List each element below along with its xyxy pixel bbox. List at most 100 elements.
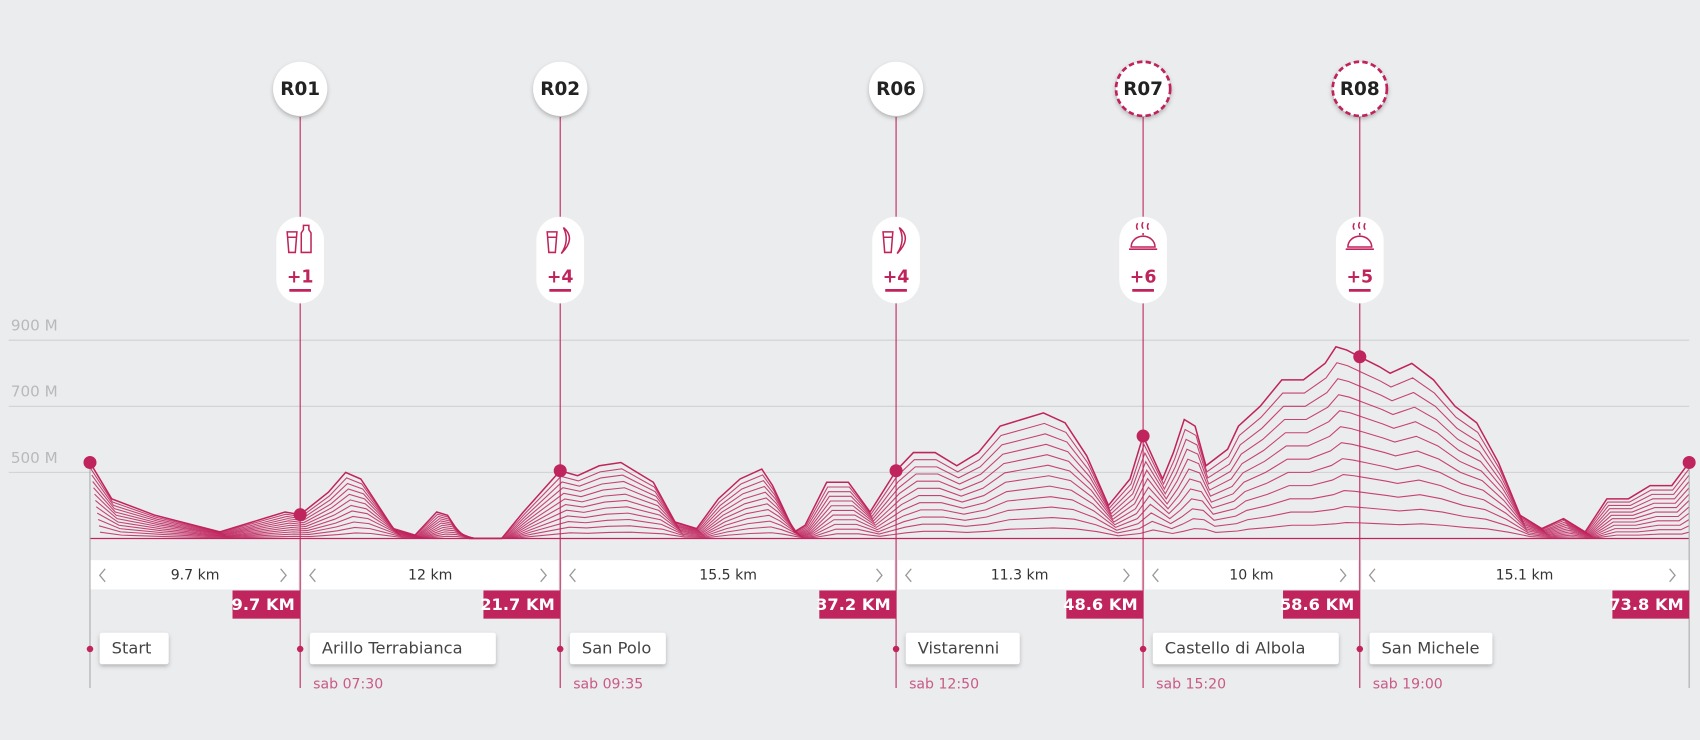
- y-tick-label: 500 M: [11, 449, 58, 467]
- icon-cup: [882, 231, 894, 254]
- station-time: sab 12:50: [909, 677, 979, 693]
- station-box: [569, 632, 666, 665]
- ridge-line: [92, 394, 1690, 540]
- chevron: [904, 568, 1130, 583]
- station-name: Castello di Albola: [1165, 638, 1306, 657]
- station-dot: [553, 464, 567, 478]
- ridge-line: [93, 410, 1690, 540]
- y-tick-label: 700 M: [11, 383, 58, 401]
- km-box: [1283, 590, 1360, 619]
- segment-distance: 12 km: [408, 567, 452, 583]
- refresh-code: R08: [1340, 79, 1380, 100]
- station-pin: [892, 645, 900, 653]
- ridge-line: [99, 522, 1690, 540]
- station-name: San Michele: [1381, 638, 1479, 657]
- station-pin: [86, 645, 94, 653]
- station-time: sab 19:00: [1373, 677, 1443, 693]
- refresh-badge: [1114, 60, 1172, 118]
- ridge-line: [95, 442, 1690, 540]
- ridge-line: [90, 362, 1690, 540]
- refresh-bonus: +5: [1346, 267, 1373, 287]
- station-pin: [296, 645, 304, 653]
- refresh-bonus: +6: [1130, 267, 1157, 287]
- station-box: [1369, 632, 1493, 665]
- segment-distance: 10 km: [1229, 567, 1273, 583]
- station-dot: [83, 455, 97, 469]
- station-dot: [1682, 455, 1696, 469]
- station-time: sab 09:35: [573, 677, 643, 693]
- km-label: 58.6 KM: [1280, 595, 1355, 614]
- station-time: sab 15:20: [1156, 677, 1226, 693]
- segment-distance: 15.5 km: [699, 567, 757, 583]
- ridge-line: [97, 490, 1690, 540]
- station-box: [905, 632, 1020, 665]
- refresh-code: R06: [876, 79, 916, 100]
- km-label: 9.7 KM: [232, 595, 295, 614]
- km-label: 73.8 KM: [1609, 595, 1684, 614]
- icon-cup: [546, 231, 558, 254]
- km-label: 21.7 KM: [480, 595, 555, 614]
- icon-bottle: [300, 224, 312, 254]
- segment-bar: [89, 560, 1690, 590]
- km-label: 37.2 KM: [816, 595, 891, 614]
- station-name: Arillo Terrabianca: [322, 638, 463, 657]
- segment-distance: 15.1 km: [1496, 567, 1554, 583]
- station-dot: [1353, 350, 1367, 364]
- refresh-code: R01: [280, 79, 320, 100]
- refresh-icon: [286, 224, 312, 254]
- refresh-badge: [1331, 60, 1389, 118]
- ridge-line: [89, 345, 1690, 540]
- km-box: [1612, 590, 1690, 619]
- segment-distance: 11.3 km: [991, 567, 1049, 583]
- station-name: Start: [112, 638, 152, 657]
- station-dot: [1136, 429, 1150, 443]
- station-box: [1152, 632, 1339, 665]
- refresh-icon: [546, 226, 571, 255]
- station-box: [309, 632, 496, 665]
- chevron: [569, 568, 883, 583]
- refresh-pill: [1335, 216, 1384, 304]
- station-dot: [889, 464, 903, 478]
- chevron: [98, 568, 287, 583]
- icon-cup: [286, 231, 298, 254]
- ridge-line: [91, 378, 1690, 540]
- ridge-line: [94, 426, 1690, 540]
- chevron: [1152, 568, 1347, 583]
- refresh-icon: [1345, 221, 1374, 250]
- chevron: [309, 568, 547, 583]
- icon-banana: [896, 226, 907, 255]
- station-name: San Polo: [582, 638, 651, 657]
- refresh-badge: [273, 61, 328, 116]
- station-pin: [556, 645, 564, 653]
- station-name: Vistarenni: [918, 638, 1000, 657]
- km-box: [1066, 590, 1144, 619]
- km-box: [483, 590, 561, 619]
- refresh-bonus: +4: [883, 267, 910, 287]
- station-pin: [1139, 645, 1147, 653]
- chevron: [1368, 568, 1676, 583]
- refresh-code: R07: [1123, 79, 1163, 100]
- km-label: 48.6 KM: [1063, 595, 1138, 614]
- refresh-badge: [868, 61, 924, 116]
- segment-distance: 9.7 km: [171, 567, 220, 583]
- refresh-bonus: +4: [547, 267, 574, 287]
- refresh-pill: [1119, 216, 1167, 304]
- icon-meal: [1345, 221, 1374, 250]
- y-tick-label: 900 M: [11, 317, 58, 335]
- icon-banana: [560, 226, 571, 255]
- icon-meal: [1129, 221, 1158, 250]
- refresh-bonus: +1: [287, 267, 314, 287]
- refresh-icon: [882, 226, 907, 255]
- ridge-line: [98, 505, 1690, 540]
- refresh-icon: [1129, 221, 1158, 250]
- station-time: sab 07:30: [313, 677, 383, 693]
- station-box: [99, 632, 169, 665]
- km-box: [819, 590, 897, 619]
- km-box: [232, 590, 301, 619]
- station-dot: [293, 508, 307, 522]
- refresh-badge: [533, 61, 588, 116]
- station-pin: [1356, 645, 1364, 653]
- refresh-code: R02: [540, 79, 580, 100]
